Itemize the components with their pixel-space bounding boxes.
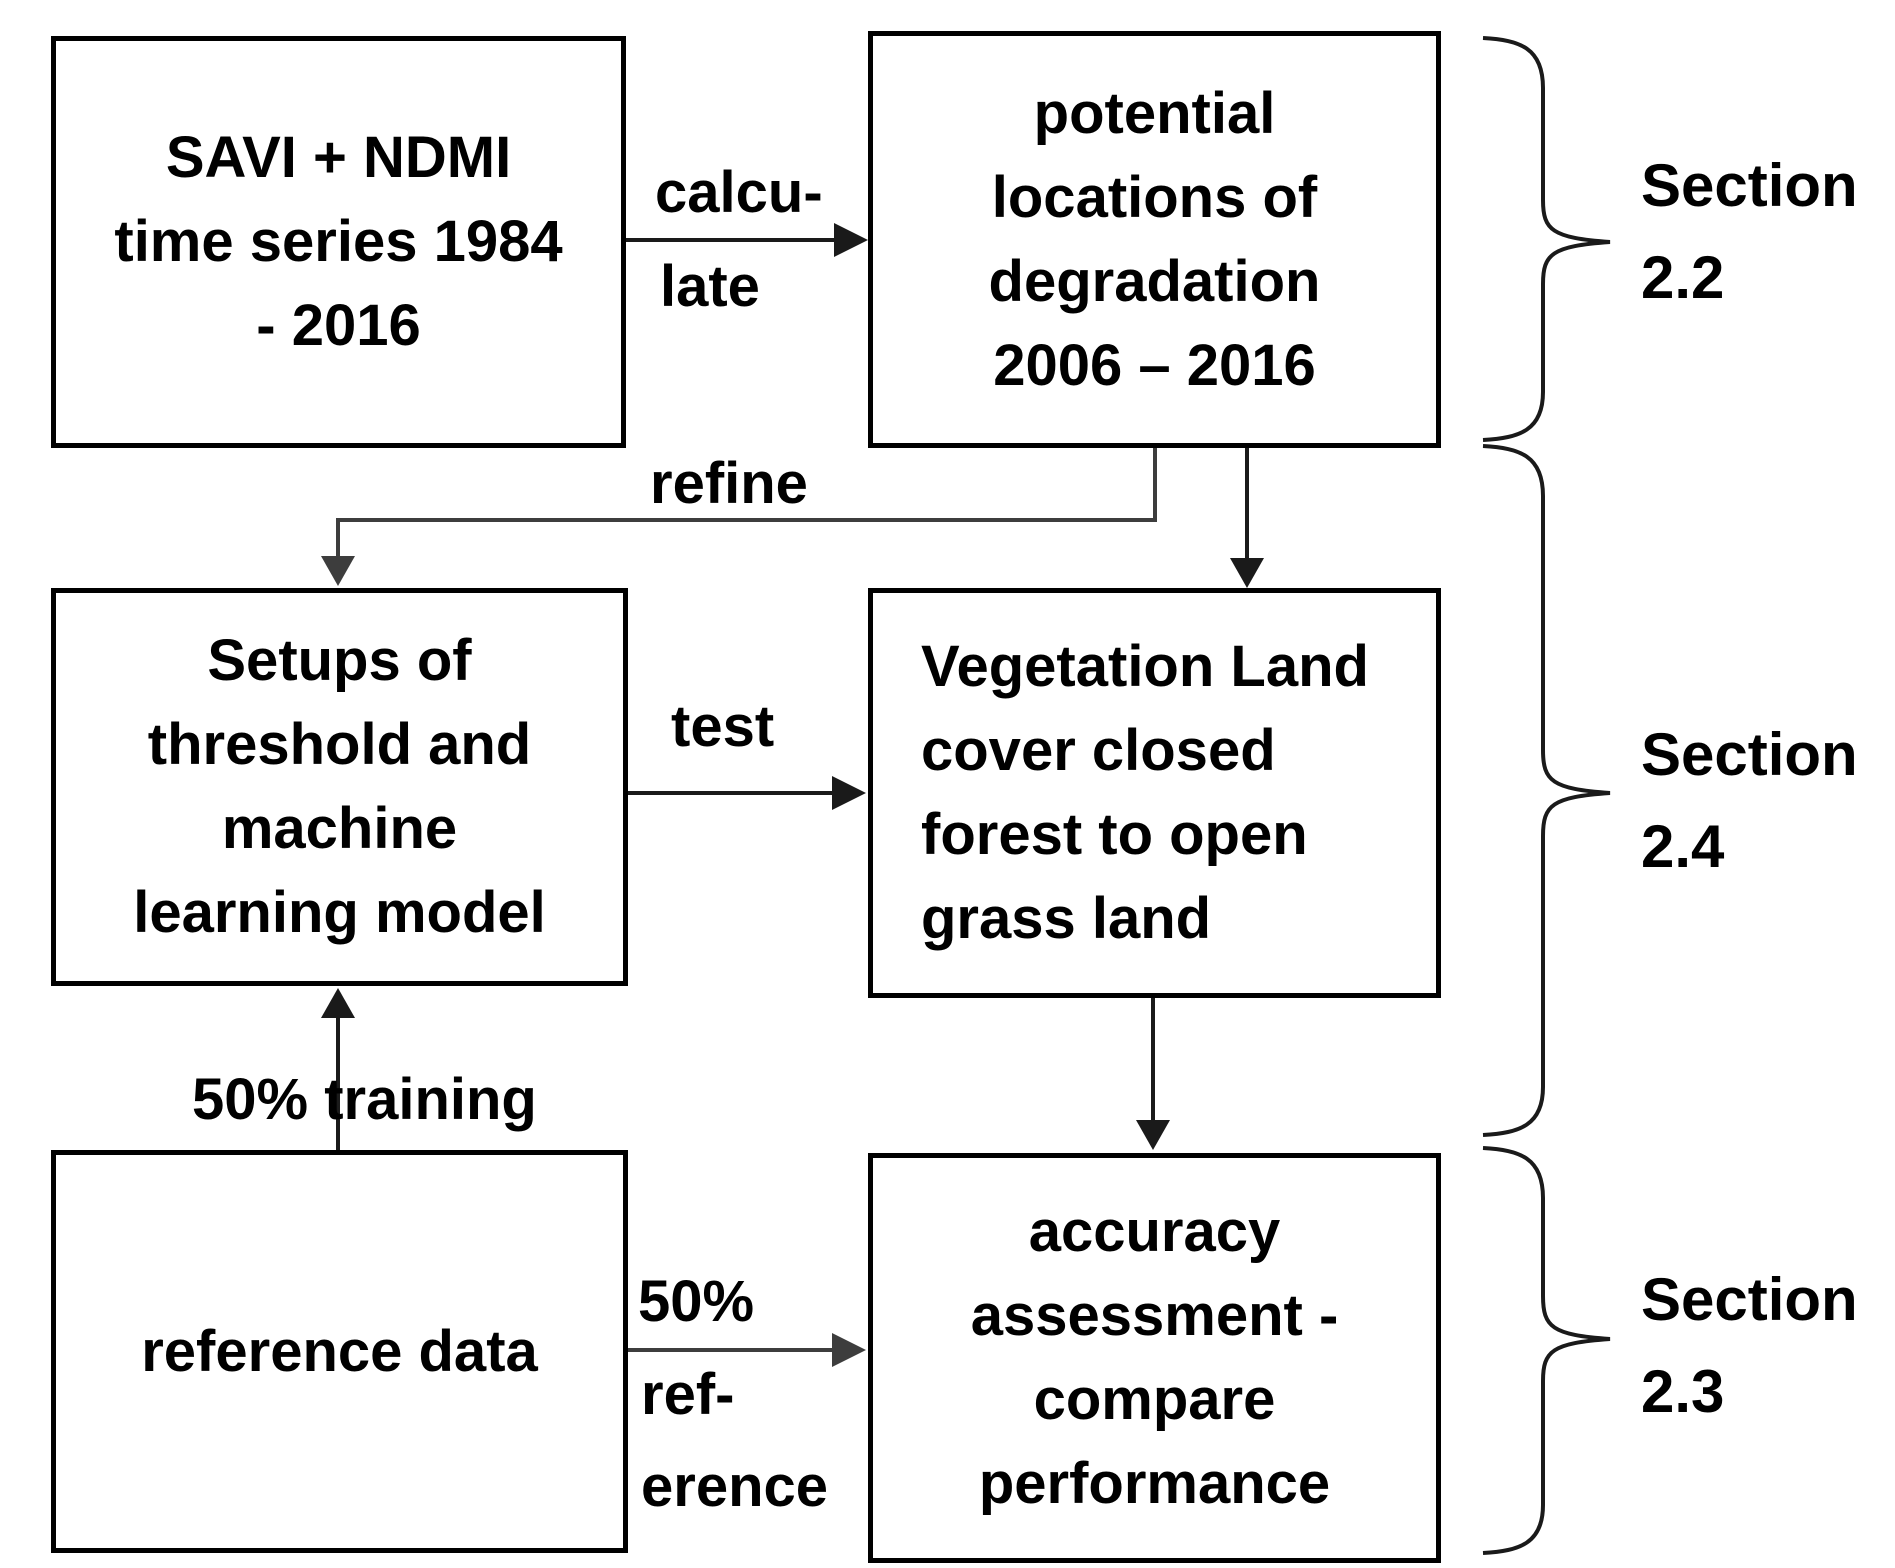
box-text-line: locations of: [991, 164, 1318, 230]
box-text-line: potential: [1033, 80, 1276, 146]
box-text-line: forest to open: [921, 802, 1308, 867]
edge-label-test: test: [671, 694, 775, 759]
arrow-calculate: [626, 223, 868, 257]
label-section-2-4: Section 2.4: [1641, 709, 1858, 893]
section-number: 2.3: [1641, 1358, 1725, 1425]
box-text-line: machine: [221, 796, 458, 861]
box-vegetation-land-cover: Vegetation Land cover closed forest to o…: [868, 588, 1441, 998]
section-number: 2.2: [1641, 244, 1725, 311]
arrow-potential-to-vegetation: [1230, 448, 1264, 588]
edge-label-50pct-training: 50% training: [192, 1067, 537, 1132]
box-reference-data: reference data: [51, 1150, 628, 1553]
box-text-line: assessment -: [970, 1283, 1339, 1348]
section-title: Section: [1641, 721, 1858, 788]
section-number: 2.4: [1641, 813, 1725, 880]
box-text-line: SAVI + NDMI: [165, 125, 512, 190]
box-text-line: 2006 – 2016: [993, 332, 1316, 398]
section-title: Section: [1641, 1266, 1858, 1333]
box-potential-locations: potential locations of degradation 2006 …: [868, 31, 1441, 448]
label-section-2-3: Section 2.3: [1641, 1254, 1858, 1438]
brace-section-2-4: [1482, 444, 1611, 1137]
box-text-line: - 2016: [256, 293, 421, 358]
box-text-line: threshold and: [147, 712, 532, 777]
box-text-line: learning model: [133, 880, 546, 945]
arrow-refine: [321, 448, 1157, 586]
arrow-training: [321, 988, 355, 1150]
box-text-line: grass land: [921, 886, 1212, 951]
box-text-line: time series 1984: [114, 209, 563, 274]
edge-label-calculate-line2: late: [660, 254, 760, 319]
edge-label-calculate-line1: calcu-: [655, 160, 823, 225]
box-setups-threshold-ml: Setups of threshold and machine learning…: [51, 588, 628, 986]
box-text-line: compare: [1033, 1367, 1276, 1432]
label-section-2-2: Section 2.2: [1641, 140, 1858, 324]
box-text-line: accuracy: [1028, 1199, 1281, 1264]
arrow-reference: [628, 1333, 866, 1367]
box-text-line: degradation: [988, 248, 1321, 314]
box-accuracy-assessment: accuracy assessment - compare performanc…: [868, 1153, 1441, 1563]
box-text-line: Setups of: [207, 628, 472, 693]
box-text-line: performance: [978, 1451, 1331, 1516]
box-text-line: reference data: [141, 1318, 538, 1384]
arrow-test: [628, 776, 866, 810]
section-title: Section: [1641, 152, 1858, 219]
box-savi-ndmi-time-series: SAVI + NDMI time series 1984 - 2016: [51, 36, 626, 448]
brace-section-2-2: [1482, 36, 1611, 442]
edge-label-50pct-reference-line2: ref-: [641, 1362, 735, 1427]
edge-label-refine: refine: [650, 451, 808, 516]
brace-section-2-3: [1482, 1146, 1611, 1555]
edge-label-50pct-reference-line3: erence: [641, 1454, 829, 1519]
arrow-vegetation-to-accuracy: [1136, 998, 1170, 1150]
edge-label-50pct-reference-line1: 50%: [638, 1269, 755, 1334]
box-text-line: cover closed: [921, 718, 1276, 783]
box-text-line: Vegetation Land: [921, 634, 1369, 699]
